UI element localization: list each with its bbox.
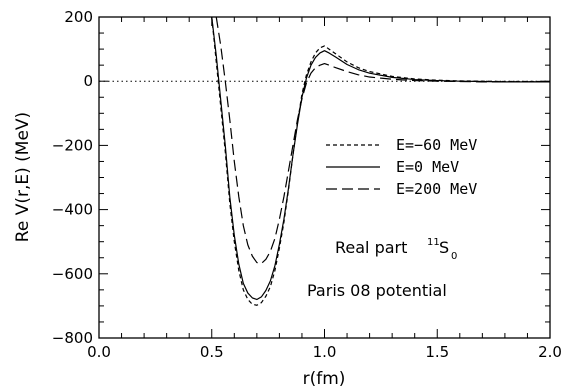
annotation-subscript: 0: [451, 251, 457, 262]
x-tick-label: 0.0: [87, 343, 111, 361]
x-tick-label: 0.5: [200, 343, 224, 361]
annotation-superscript: 11: [427, 237, 440, 248]
x-tick-label: 2.0: [538, 343, 562, 361]
annotation-real-part: Real part: [335, 238, 407, 257]
legend-label-e0: E=0 MeV: [396, 158, 459, 176]
legend-label-e200: E=200 MeV: [396, 180, 477, 198]
x-tick-label: 1.0: [313, 343, 337, 361]
annotation-potential: Paris 08 potential: [307, 281, 447, 300]
annotation: Real part 11 S 0 Paris 08 potential: [307, 237, 457, 300]
series-e200: [215, 17, 550, 265]
y-axis-label: Re V(r,E) (MeV): [13, 112, 33, 242]
y-tick-label: −800: [52, 329, 93, 347]
annotation-symbol: S: [439, 238, 449, 257]
legend-label-e-60: E=−60 MeV: [396, 136, 477, 154]
y-tick-label: −400: [52, 201, 93, 219]
x-axis-label: r(fm): [303, 369, 346, 389]
legend: E=−60 MeV E=0 MeV E=200 MeV: [326, 136, 477, 198]
y-tick-label: −600: [52, 265, 93, 283]
series-e0: [211, 17, 550, 301]
y-tick-label: 0: [83, 72, 93, 90]
x-tick-label: 1.5: [425, 343, 449, 361]
y-tick-label: 200: [64, 8, 93, 26]
y-tick-label: −200: [52, 136, 93, 154]
